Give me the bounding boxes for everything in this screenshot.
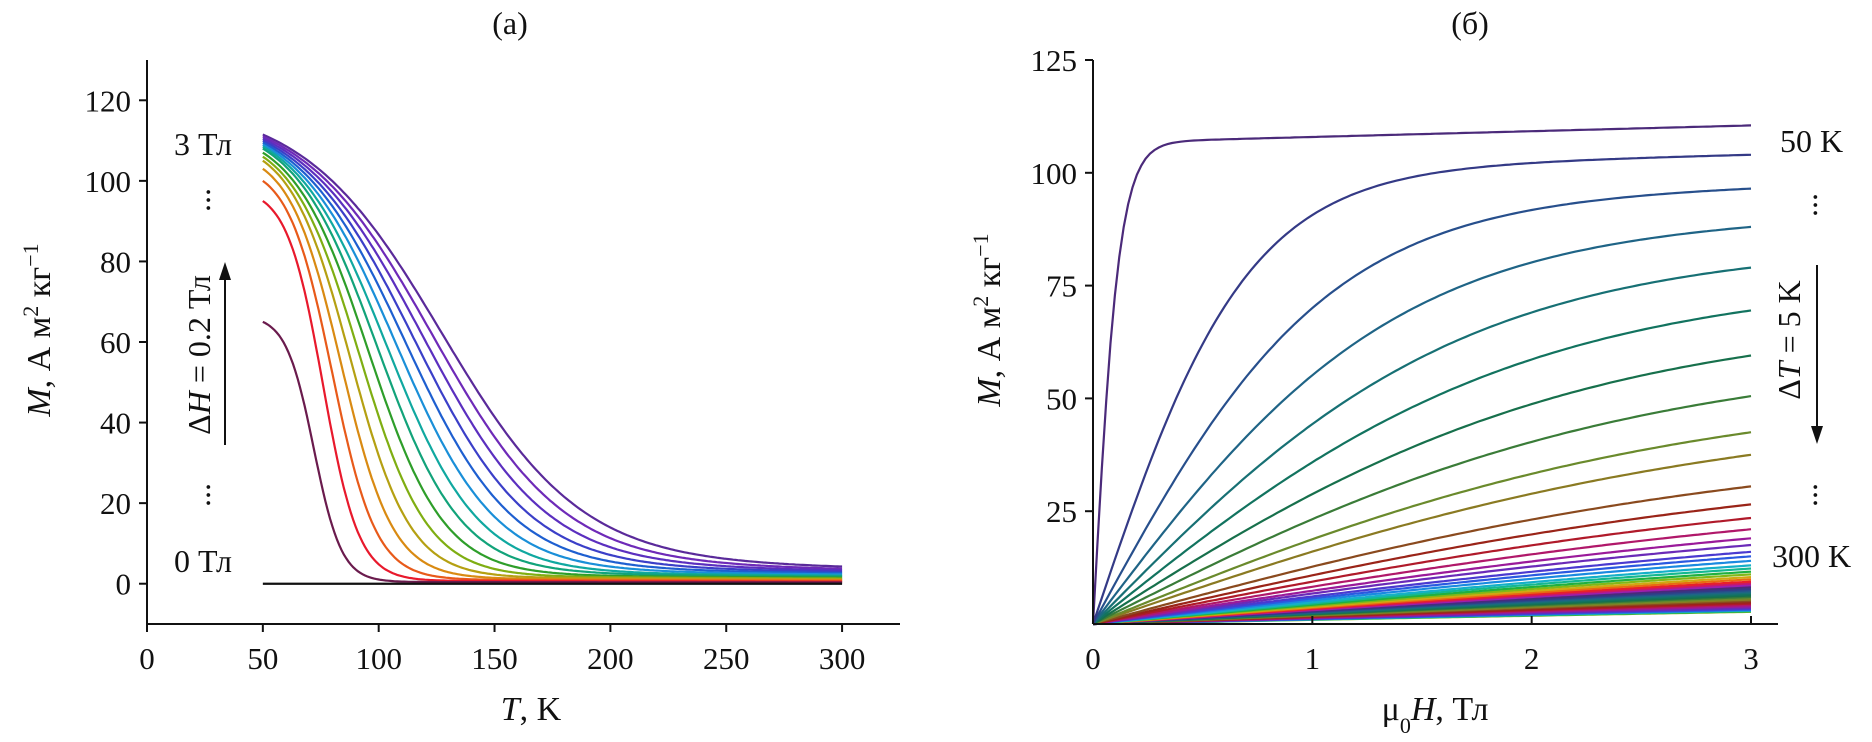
panel-b-curves (1091, 124, 1752, 626)
panel-a-x-tick-label: 150 (471, 641, 518, 676)
panel-a-y-tick-label: 60 (100, 325, 131, 360)
panel-b-arrow (1811, 265, 1823, 444)
panel-a-y-tick-label: 40 (100, 406, 131, 441)
panel-b-x-tick-label: 3 (1743, 641, 1759, 676)
panel-b-series-curve (1092, 354, 1752, 625)
panel-a-x-tick-label: 250 (703, 641, 750, 676)
panel-b-series-curve (1091, 153, 1752, 625)
panel-b-series-curve (1092, 503, 1752, 626)
panel-b-y-tick-label: 50 (1046, 381, 1077, 416)
panel-a-series-curve (262, 155, 843, 580)
panel-a-x-label: T, K (501, 691, 562, 728)
panel-b-series-curve (1092, 431, 1752, 626)
panel-a-y-tick-label: 80 (100, 244, 131, 279)
panel-a-ticks: 0 50 100 150 200 250 300 0 20 40 60 80 100 120 (85, 83, 866, 676)
panel-b-series-curve (1092, 537, 1752, 626)
panel-a-dots-bottom: ... (181, 483, 217, 507)
panel-b-series-curve (1092, 309, 1752, 625)
panel-a-series-curve (262, 151, 843, 579)
panel-b-label-50K: 50 K (1780, 123, 1843, 159)
panel-a-series-curve (262, 320, 843, 584)
panel-b-dots-top: ... (1788, 193, 1824, 217)
panel-b-series-curve (1092, 516, 1752, 626)
panel-a-dots-top: ... (181, 188, 217, 212)
panel-b-series-curve (1092, 187, 1752, 625)
panel-b-series-curve (1091, 124, 1752, 625)
panel-a-y-tick-label: 0 (116, 567, 132, 602)
panel-a-x-tick-label: 0 (139, 641, 155, 676)
panel-a-curves (262, 133, 843, 585)
panel-a-x-tick-label: 100 (355, 641, 402, 676)
panel-b-y-label: M, А м2 кг−1 (968, 233, 1009, 407)
panel-a-label-3T: 3 Тл (174, 126, 232, 162)
panel-b-x-tick-label: 2 (1524, 641, 1540, 676)
panel-b-y-tick-label: 25 (1046, 494, 1077, 529)
panel-a-y-tick-label: 20 (100, 486, 131, 521)
panel-a-label-0T: 0 Тл (174, 543, 232, 579)
panel-a-y-label: M, А м2 кг−1 (18, 243, 59, 417)
panel-b-y-tick-label: 75 (1046, 269, 1077, 304)
panel-b-ticks: 0 1 2 3 25 50 75 100 125 (1031, 43, 1759, 676)
panel-a-series-curve (262, 147, 843, 578)
panel-a-series-curve (262, 133, 843, 568)
panel-a-series-curve (262, 180, 843, 582)
panel-a-x-tick-label: 300 (819, 641, 866, 676)
panel-a-arrow (219, 262, 231, 445)
panel-a-series-curve (262, 143, 843, 576)
panel-b-x-tick-label: 0 (1085, 641, 1101, 676)
panel-a-y-tick-label: 120 (85, 83, 132, 118)
panel-b-series-curve (1092, 453, 1752, 626)
panel-b: (б) 0 1 2 3 25 50 75 100 125 μ0H, Тл M, А м2 кг−… (968, 5, 1852, 738)
panel-b-series-curve (1092, 543, 1752, 626)
panel-b-series-curve (1092, 266, 1752, 625)
panel-a-x-tick-label: 50 (247, 641, 278, 676)
panel-b-title: (б) (1451, 5, 1489, 41)
panel-b-series-curve (1092, 485, 1752, 626)
panel-b-y-tick-label: 100 (1031, 156, 1078, 191)
panel-a-series-curve (262, 135, 843, 570)
panel-a-series-curve (262, 137, 843, 572)
panel-a-title: (a) (492, 5, 528, 41)
panel-a-series-curve (262, 139, 843, 573)
panel-a: (a) 0 50 100 150 200 250 300 0 20 40 60 80 100 120 T,… (18, 5, 900, 728)
panel-b-series-curve (1092, 395, 1752, 625)
panel-b-x-tick-label: 1 (1305, 641, 1321, 676)
panel-b-series-curve (1092, 550, 1752, 626)
panel-b-y-tick-label: 125 (1031, 43, 1078, 78)
panel-a-delta-h-label: ΔH = 0.2 Тл (181, 275, 217, 435)
panel-a-x-tick-label: 200 (587, 641, 634, 676)
panel-a-series-curve (262, 141, 843, 575)
panel-b-series-curve (1092, 528, 1752, 626)
panel-b-series-curve (1092, 225, 1752, 625)
panel-b-label-300K: 300 K (1772, 538, 1851, 574)
panel-b-dots-bottom: ... (1788, 483, 1824, 507)
panel-a-y-tick-label: 100 (85, 164, 132, 199)
panel-b-x-label: μ0H, Тл (1382, 691, 1489, 738)
panel-b-delta-t-label: ΔT = 5 K (1771, 280, 1807, 400)
